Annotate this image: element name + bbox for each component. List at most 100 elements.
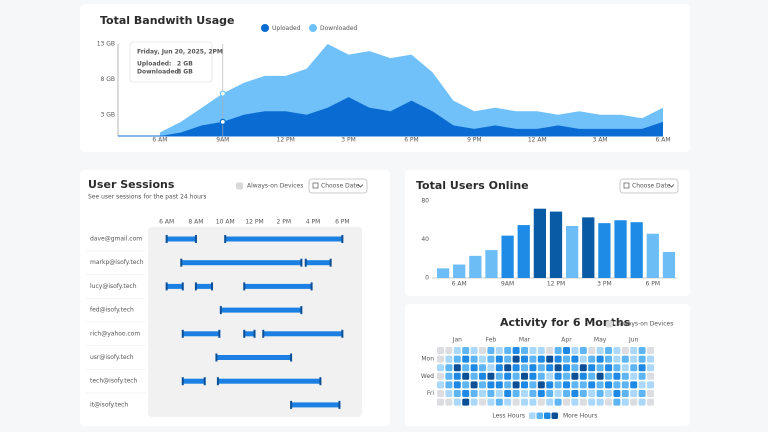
heat-cell bbox=[453, 355, 461, 363]
heat-cell bbox=[512, 355, 520, 363]
heat-cell bbox=[470, 355, 478, 363]
area-0 bbox=[159, 97, 663, 136]
session-end bbox=[300, 306, 303, 315]
heat-cell bbox=[563, 398, 570, 406]
session-start bbox=[165, 235, 168, 243]
heat-cell bbox=[630, 355, 638, 363]
heat-cell bbox=[521, 381, 528, 389]
heat-cell bbox=[470, 364, 478, 372]
heat-cell bbox=[588, 390, 596, 397]
heat-cell bbox=[613, 398, 621, 406]
x-tick-label: 12 PM bbox=[547, 281, 565, 288]
heat-cell bbox=[630, 347, 638, 354]
heat-cell bbox=[445, 355, 453, 363]
hover-point bbox=[219, 90, 226, 97]
heat-cell bbox=[537, 372, 545, 380]
x-tick-label: 9 PM bbox=[467, 137, 482, 144]
x-tick-label: 3 PM bbox=[597, 281, 612, 288]
session-bar bbox=[195, 283, 213, 289]
row-label: markp@isofy.tech bbox=[90, 259, 144, 266]
heat-cell bbox=[529, 364, 537, 372]
heat-cell bbox=[453, 398, 461, 406]
heat-cell bbox=[638, 355, 646, 363]
session-end bbox=[194, 235, 197, 243]
y-tick-label: 40 bbox=[421, 236, 429, 243]
heat-cell bbox=[512, 381, 520, 389]
heat-cell bbox=[462, 390, 470, 397]
heat-cell bbox=[596, 347, 604, 354]
dropdown[interactable] bbox=[619, 178, 679, 194]
heat-cell bbox=[521, 390, 528, 397]
checkbox-label: Always-on Devices bbox=[617, 321, 673, 328]
heat-cell bbox=[605, 355, 612, 363]
heat-cell bbox=[638, 347, 646, 354]
heat-cell bbox=[588, 355, 596, 363]
heat-cell bbox=[621, 398, 629, 406]
heat-cell bbox=[630, 398, 638, 406]
x-tick-label: 6 PM bbox=[646, 281, 661, 288]
chart-title: Activity for 6 Months bbox=[500, 316, 631, 329]
heat-cell bbox=[596, 398, 604, 406]
heat-cell bbox=[596, 364, 604, 372]
session-end bbox=[300, 258, 303, 267]
heat-cell bbox=[647, 355, 654, 363]
month-label: May bbox=[594, 337, 607, 344]
heat-cell bbox=[638, 390, 646, 397]
session-start bbox=[194, 282, 197, 291]
row-label: rich@yahoo.com bbox=[90, 330, 140, 337]
tooltip-date: Friday, Jun 20, 2025, 2PM bbox=[137, 49, 223, 56]
x-tick-label: 3 PM bbox=[341, 137, 356, 144]
heat-cell bbox=[487, 381, 495, 389]
heat-cell bbox=[554, 381, 562, 389]
heat-cell bbox=[437, 364, 444, 372]
heat-cell bbox=[579, 364, 587, 372]
checkbox[interactable] bbox=[236, 182, 243, 190]
checkbox[interactable] bbox=[606, 320, 613, 328]
row-label: tech@isofy.tech bbox=[90, 378, 138, 385]
heat-cell bbox=[563, 355, 570, 363]
session-bar bbox=[181, 260, 302, 266]
chevron bbox=[357, 184, 364, 188]
heat-cell bbox=[521, 347, 528, 354]
heat-cell bbox=[495, 372, 503, 380]
bar bbox=[646, 233, 659, 278]
heat-cell bbox=[521, 364, 528, 372]
session-start bbox=[180, 258, 183, 267]
row-label: fed@isofy.tech bbox=[90, 307, 134, 314]
heat-cell bbox=[630, 364, 638, 372]
heat-cell bbox=[504, 364, 512, 372]
row-label: dave@gmail.com bbox=[90, 236, 142, 243]
heat-cell bbox=[453, 364, 461, 372]
row-label: usr@isofy.tech bbox=[90, 354, 134, 361]
calendar-icon bbox=[312, 182, 319, 189]
heat-cell bbox=[537, 398, 545, 406]
y-tick-label: 8 GB bbox=[101, 76, 116, 83]
session-bar bbox=[166, 283, 183, 289]
heat-cell bbox=[613, 347, 621, 354]
heat-cell bbox=[613, 381, 621, 389]
heat-cell bbox=[554, 364, 562, 372]
heat-cell bbox=[495, 390, 503, 397]
row-label: lucy@isofy.tech bbox=[90, 283, 137, 290]
heat-cell bbox=[546, 390, 554, 397]
x-tick-label: 6 PM bbox=[404, 137, 419, 144]
heat-cell bbox=[462, 372, 470, 380]
x-tick-label: 9AM bbox=[216, 137, 229, 144]
legend-swatch bbox=[261, 24, 269, 32]
heat-cell bbox=[487, 355, 495, 363]
heat-cell bbox=[571, 347, 579, 354]
heat-cell bbox=[437, 381, 444, 389]
heat-cell bbox=[437, 372, 444, 380]
heat-cell bbox=[529, 372, 537, 380]
session-end bbox=[310, 282, 313, 291]
tooltip-value: 2 GB bbox=[177, 61, 193, 68]
dropdown[interactable] bbox=[308, 178, 368, 194]
calendar-icon bbox=[623, 182, 630, 189]
session-bar bbox=[244, 331, 255, 337]
heat-cell bbox=[579, 372, 587, 380]
heat-cell bbox=[579, 347, 587, 354]
heat-cell bbox=[638, 381, 646, 389]
heat-cell bbox=[479, 372, 486, 380]
heat-cell bbox=[605, 347, 612, 354]
bar bbox=[630, 222, 643, 278]
